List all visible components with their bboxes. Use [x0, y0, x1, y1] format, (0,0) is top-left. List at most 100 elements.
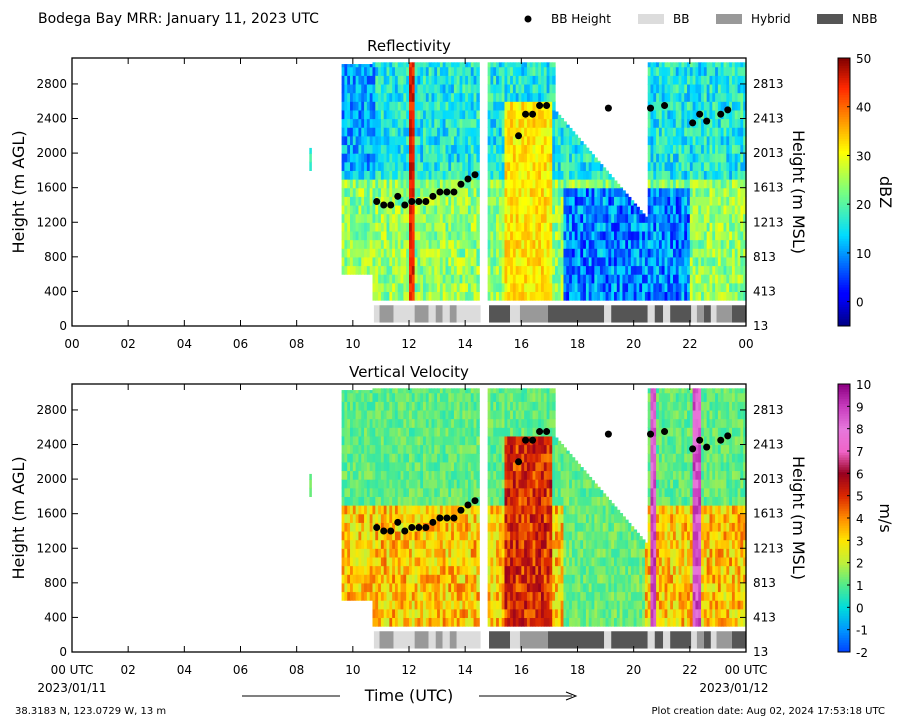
- heatmap-cell: [549, 109, 553, 120]
- heatmap-cell: [529, 291, 534, 301]
- heatmap-cell: [518, 213, 522, 223]
- heatmap-cell: [400, 230, 404, 241]
- heatmap-cell: [599, 230, 604, 241]
- heatmap-cell: [546, 66, 551, 76]
- heatmap-cell: [540, 239, 545, 249]
- heatmap-cell: [521, 118, 525, 128]
- colorbar-step: [838, 118, 850, 122]
- heatmap-cell: [543, 75, 548, 85]
- heatmap-cell: [417, 565, 421, 575]
- heatmap-cell: [462, 591, 466, 601]
- heatmap-cell: [521, 83, 525, 94]
- heatmap-cell: [383, 109, 388, 120]
- heatmap-cell: [583, 239, 587, 249]
- heatmap-cell: [442, 556, 447, 567]
- heatmap-cell: [689, 62, 694, 68]
- heatmap-cell: [372, 496, 376, 506]
- heatmap-cell: [658, 274, 663, 284]
- heatmap-cell: [428, 427, 433, 437]
- heatmap-cell: [352, 248, 357, 258]
- heatmap-cell: [394, 62, 399, 68]
- heatmap-cell: [535, 265, 539, 275]
- heatmap-cell: [366, 161, 371, 171]
- heatmap-cell: [417, 388, 421, 394]
- heatmap-cell: [361, 418, 365, 428]
- heatmap-cell: [715, 204, 719, 215]
- heatmap-cell: [515, 256, 520, 267]
- heatmap-cell: [715, 230, 719, 241]
- heatmap-cell: [557, 291, 562, 301]
- heatmap-cell: [423, 392, 427, 402]
- heatmap-cell: [420, 153, 424, 163]
- heatmap-cell: [726, 62, 730, 68]
- heatmap-cell: [400, 617, 404, 627]
- heatmap-cell: [470, 265, 475, 275]
- heatmap-cell: [361, 109, 365, 120]
- heatmap-cell: [524, 153, 528, 163]
- colorbar-step: [838, 182, 850, 186]
- heatmap-cell: [467, 144, 472, 154]
- heatmap-cell: [611, 282, 615, 293]
- heatmap-cell: [459, 265, 463, 275]
- heatmap-cell: [588, 161, 593, 171]
- heatmap-cell: [394, 170, 399, 180]
- heatmap-cell: [386, 109, 390, 120]
- heatmap-cell: [383, 470, 388, 480]
- heatmap-cell: [507, 291, 511, 301]
- heatmap-cell: [406, 556, 410, 567]
- heatmap-cell: [448, 479, 452, 489]
- heatmap-cell: [437, 92, 441, 102]
- heatmap-cell: [434, 388, 438, 394]
- heatmap-cell: [726, 127, 730, 137]
- heatmap-cell: [431, 388, 435, 394]
- heatmap-cell: [504, 153, 508, 163]
- colorbar-step: [838, 143, 850, 147]
- heatmap-cell: [698, 187, 702, 197]
- heatmap-cell: [462, 479, 466, 489]
- heatmap-cell: [344, 109, 348, 120]
- heatmap-cell: [414, 513, 419, 523]
- heatmap-cell: [521, 256, 525, 267]
- heatmap-cell: [364, 461, 368, 472]
- heatmap-cell: [670, 109, 674, 120]
- heatmap-cell: [380, 479, 385, 489]
- heatmap-cell: [456, 153, 461, 163]
- heatmap-cell: [633, 230, 638, 241]
- heatmap-cell: [538, 109, 542, 120]
- heatmap-cell: [347, 239, 351, 249]
- heatmap-cell: [400, 522, 404, 532]
- heatmap-cell: [549, 170, 553, 180]
- heatmap-cell: [737, 161, 741, 171]
- heatmap-cell: [504, 92, 508, 102]
- heatmap-cell: [434, 539, 438, 549]
- heatmap-cell: [425, 101, 430, 111]
- heatmap-cell: [350, 505, 354, 515]
- heatmap-cell: [731, 170, 736, 180]
- heatmap-cell: [434, 135, 438, 146]
- heatmap-cell: [467, 256, 472, 267]
- heatmap-cell: [431, 530, 435, 541]
- heatmap-cell: [737, 153, 741, 163]
- heatmap-cell: [672, 127, 677, 137]
- colorbar-step: [838, 299, 850, 303]
- heatmap-cell: [420, 600, 424, 610]
- heatmap-cell: [451, 161, 455, 171]
- heatmap-cell: [352, 196, 357, 206]
- heatmap-cell: [577, 204, 581, 215]
- heatmap-cell: [552, 118, 556, 128]
- heatmap-cell: [715, 239, 719, 249]
- heatmap-cell: [375, 204, 379, 215]
- heatmap-cell: [529, 83, 534, 94]
- heatmap-cell: [743, 239, 747, 249]
- heatmap-cell: [406, 179, 410, 189]
- colorbar-step: [838, 155, 850, 159]
- heatmap-cell: [555, 291, 559, 301]
- heatmap-cell: [344, 530, 348, 541]
- heatmap-cell: [456, 274, 461, 284]
- heatmap-cell: [437, 608, 441, 619]
- heatmap-cell: [653, 75, 657, 85]
- heatmap-cell: [675, 75, 680, 85]
- heatmap-cell: [375, 470, 379, 480]
- heatmap-cell: [453, 427, 458, 437]
- heatmap-cell: [361, 505, 365, 515]
